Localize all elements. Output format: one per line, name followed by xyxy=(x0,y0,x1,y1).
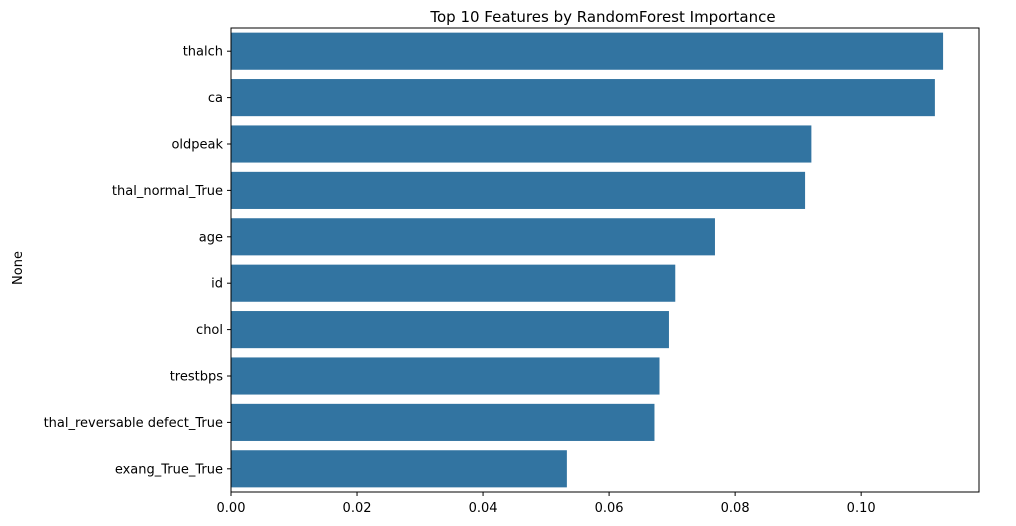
y-tick-label-3: thal_normal_True xyxy=(112,184,223,199)
plot-frame xyxy=(230,27,980,493)
y-tick-label-4: age xyxy=(199,230,223,245)
x-tick-label-2: 0.04 xyxy=(469,501,498,516)
bar-9 xyxy=(231,450,567,488)
bar-7 xyxy=(231,357,660,395)
x-tick-label-3: 0.06 xyxy=(595,501,624,516)
y-tick-label-2: oldpeak xyxy=(171,138,223,153)
x-tick-label-1: 0.02 xyxy=(343,501,372,516)
bar-0 xyxy=(231,32,944,70)
x-axis-ticks: 0.00 0.02 0.04 0.06 0.08 0.10 xyxy=(217,492,876,516)
bar-4 xyxy=(231,218,715,256)
chart-title: Top 10 Features by RandomForest Importan… xyxy=(429,8,775,26)
y-tick-label-5: id xyxy=(211,277,223,292)
x-tick-label-0: 0.00 xyxy=(217,501,246,516)
x-tick-label-4: 0.08 xyxy=(721,501,750,516)
x-tick-label-5: 0.10 xyxy=(847,501,876,516)
y-tick-label-8: thal_reversable defect_True xyxy=(44,416,223,431)
y-axis-label: None xyxy=(11,251,26,285)
bars-group xyxy=(231,32,944,488)
bar-6 xyxy=(231,311,669,349)
plot-spines xyxy=(230,27,980,493)
y-tick-label-9: exang_True_True xyxy=(115,462,223,477)
bar-1 xyxy=(231,79,935,117)
bar-2 xyxy=(231,125,812,163)
y-tick-label-1: ca xyxy=(208,91,223,106)
y-tick-label-7: trestbps xyxy=(170,370,224,385)
bar-8 xyxy=(231,403,655,441)
y-tick-label-6: chol xyxy=(196,323,223,338)
y-tick-label-0: thalch xyxy=(183,45,223,60)
bar-5 xyxy=(231,264,676,302)
bar-3 xyxy=(231,171,806,209)
